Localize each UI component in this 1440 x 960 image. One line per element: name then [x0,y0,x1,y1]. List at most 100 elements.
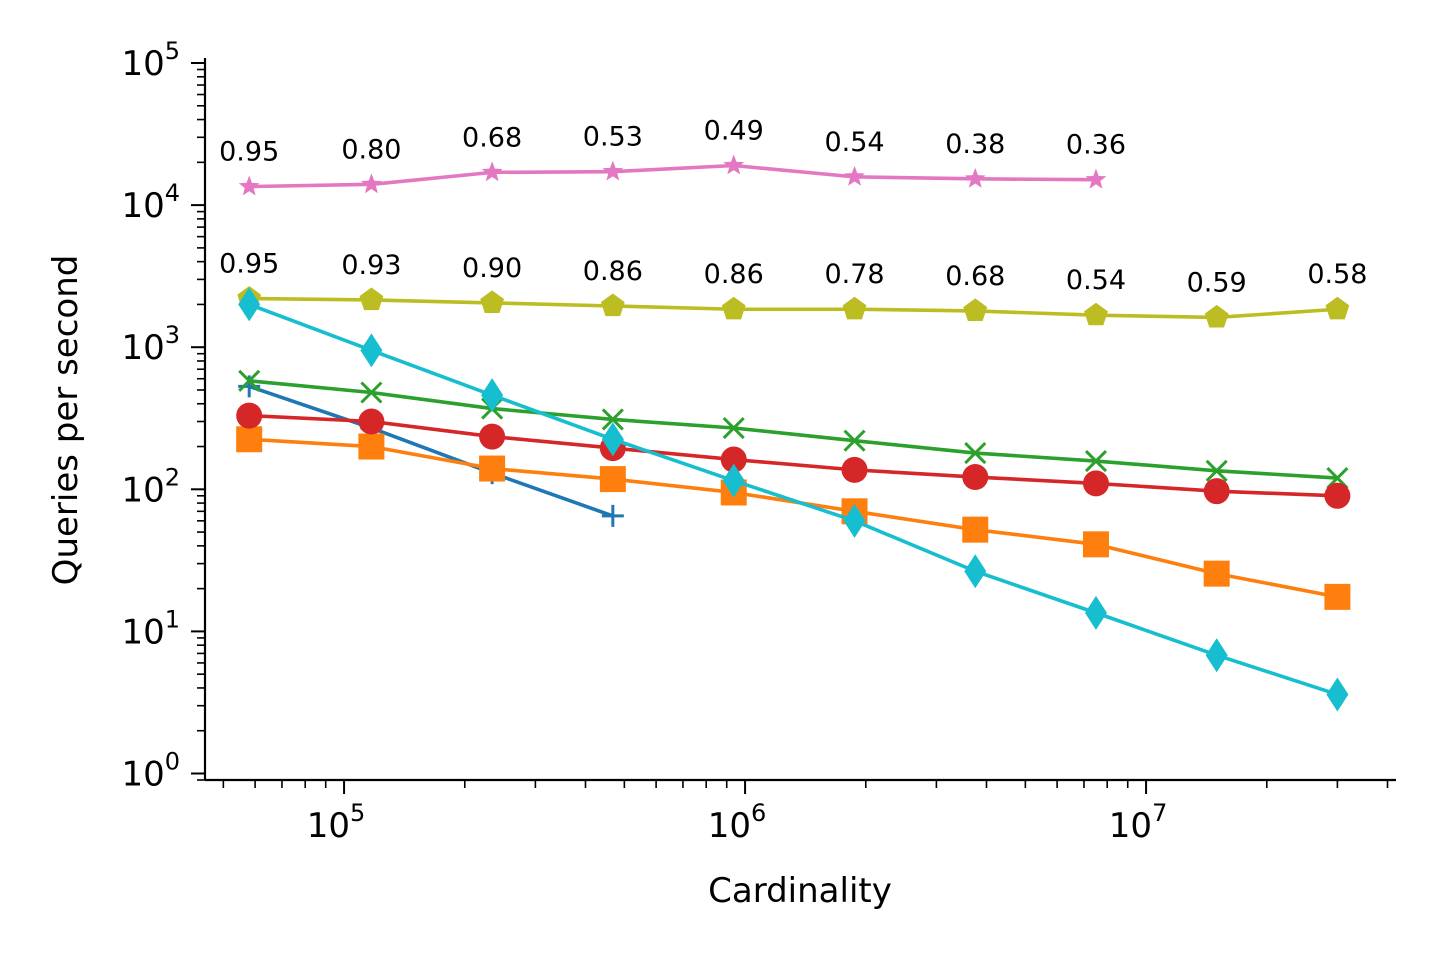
data-label: 0.95 [219,249,279,280]
data-point [841,456,868,483]
data-point [358,408,385,435]
data-label: 0.93 [341,250,401,281]
data-point [479,455,506,482]
data-point [602,160,624,181]
data-point [1082,531,1109,558]
data-point [721,296,746,320]
series-square [236,426,1351,610]
data-point [844,165,866,186]
data-point [360,381,383,404]
data-label: 0.90 [462,253,522,284]
data-point [601,422,624,457]
data-label: 0.80 [341,134,401,165]
data-point [964,441,987,465]
data-point [1082,470,1109,497]
data-label: 0.95 [219,137,279,168]
data-point [359,287,384,311]
data-point [720,446,747,473]
series-line [248,302,1338,697]
data-point [360,173,382,194]
data-point [964,167,986,188]
data-label: 0.49 [704,115,764,146]
data-point [1203,478,1230,505]
data-point [600,293,625,317]
data-point [481,161,503,182]
data-point [360,333,383,368]
data-point [1084,595,1107,630]
data-label: 0.68 [462,122,522,153]
data-point [479,423,506,450]
series-line [249,379,1338,480]
series-line [249,163,1096,189]
data-label: 0.54 [824,127,884,158]
data-point [236,402,263,429]
x-axis: 105 106 107 [205,778,1396,846]
data-label: 0.54 [1066,265,1126,296]
data-point [962,516,989,543]
data-point [964,554,987,589]
data-label: 0.86 [583,256,643,287]
data-label: 0.59 [1187,267,1247,298]
data-point [238,287,261,322]
data-point [722,463,745,498]
y-tick-label: 103 [121,321,180,368]
data-point [1084,450,1108,473]
data-point [722,416,745,440]
data-label: 0.38 [945,129,1005,160]
x-axis-label: Cardinality [708,871,892,911]
data-point [842,296,867,320]
y-tick-label: 105 [121,37,180,84]
data-point [1324,583,1351,610]
data-point [601,504,624,527]
data-point [1324,482,1351,509]
data-label: 0.86 [704,259,764,290]
data-label: 0.53 [583,122,643,153]
data-point [963,298,988,322]
x-tick-label: 106 [708,799,767,846]
data-point [236,426,263,453]
data-point [962,464,989,491]
data-point [238,369,261,392]
y-axis-label: Queries per second [46,255,86,586]
data-point [1205,638,1228,673]
data-point [238,375,261,398]
series-x [238,369,1349,490]
y-tick-label: 101 [121,605,180,652]
x-tick-label: 105 [307,799,366,846]
data-label: 0.68 [945,261,1005,292]
series-circle [236,402,1351,509]
series-plus [238,375,624,527]
series-line [249,296,1338,320]
data-point [843,503,866,538]
series-pentagon [237,286,1350,328]
series-line [249,413,1338,498]
y-tick-label: 102 [121,463,180,510]
data-point [481,378,504,413]
y-tick-label: 100 [121,747,180,794]
data-point [1203,560,1230,587]
data-point [1205,459,1228,482]
data-point [358,433,385,460]
data-point [723,154,745,175]
data-point [601,408,624,431]
series-thin_diamond [238,287,1349,712]
data-label: 0.58 [1307,259,1367,290]
data-point [599,466,626,493]
y-axis: 100 101 102 103 104 105 [121,37,207,794]
data-point [1085,168,1107,189]
x-tick-label: 107 [1109,799,1168,846]
data-point [238,175,260,196]
data-label: 0.36 [1066,130,1126,161]
data-point [1084,302,1108,326]
y-tick-label: 104 [121,179,180,226]
data-point [480,290,505,314]
series-layer [236,154,1351,712]
data-label: 0.78 [824,259,884,290]
data-point [843,429,866,452]
annotation-layer: 0.95 0.80 0.68 0.53 0.49 0.54 0.38 0.36 0.95 0.93… [219,115,1367,298]
series-star [238,154,1107,196]
data-point [1326,677,1349,712]
data-point [1204,304,1229,328]
data-point [1325,296,1350,320]
